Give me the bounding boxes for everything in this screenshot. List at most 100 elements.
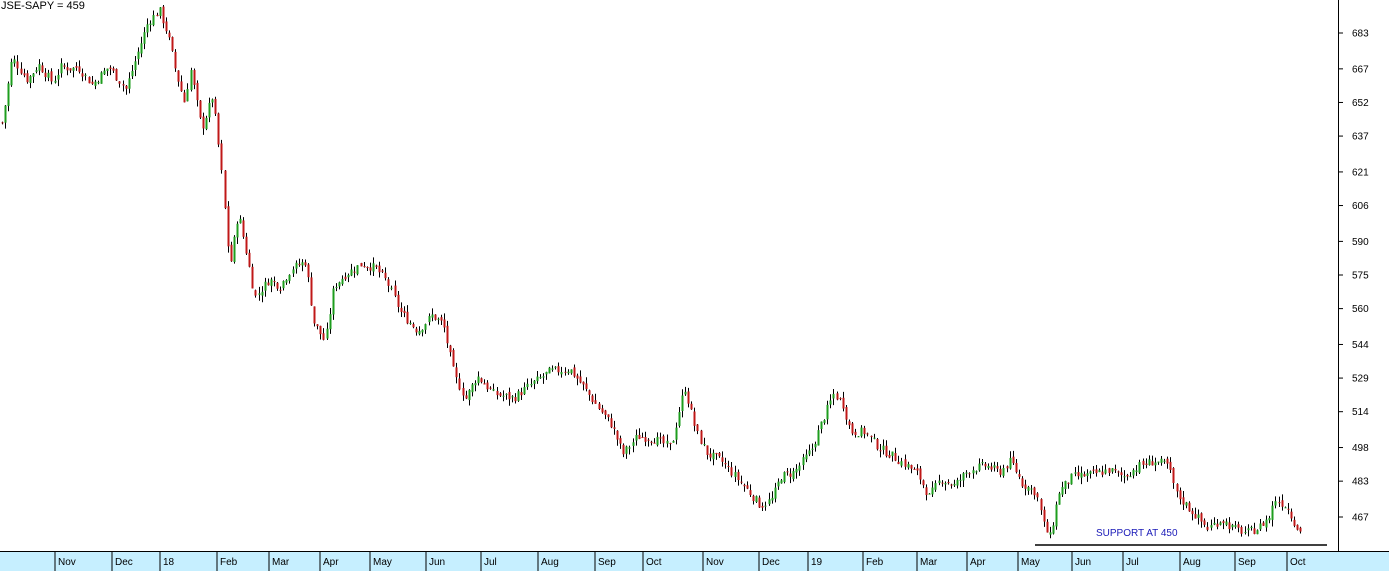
candle-body <box>823 420 826 423</box>
candle-body <box>29 76 32 83</box>
x-tick-label: Sep <box>598 557 616 568</box>
candle-body <box>582 381 585 385</box>
candle <box>1203 518 1206 528</box>
candle <box>761 502 764 512</box>
candle-body <box>1117 471 1120 473</box>
candle <box>344 272 347 281</box>
candle <box>653 438 656 444</box>
candle-body <box>523 387 526 395</box>
candle <box>539 374 542 379</box>
candle-body <box>761 505 764 508</box>
candle <box>530 378 533 388</box>
candle-body <box>1176 483 1179 492</box>
candle-body <box>295 262 298 269</box>
candle-body <box>1299 527 1302 532</box>
candle-body <box>628 447 631 449</box>
candle <box>258 286 261 301</box>
candle-body <box>1222 521 1225 524</box>
candle-body <box>1055 504 1058 527</box>
candle-body <box>690 403 693 410</box>
candle-body <box>706 445 709 455</box>
candle-body <box>987 465 990 469</box>
candle <box>610 413 613 429</box>
candle-body <box>1293 519 1296 526</box>
candle-body <box>579 376 582 383</box>
candle <box>270 277 273 293</box>
candle-body <box>545 371 548 375</box>
candle <box>369 262 372 276</box>
candle <box>968 472 971 478</box>
x-tick-label: Dec <box>762 557 780 568</box>
candle-body <box>171 37 174 51</box>
candle <box>755 495 758 504</box>
candle <box>700 429 703 445</box>
candle <box>81 68 84 82</box>
candle-body <box>165 21 168 32</box>
candle <box>768 492 771 506</box>
candle <box>1219 521 1222 526</box>
candle-body <box>913 468 916 470</box>
candle-body <box>687 391 690 404</box>
candle-body <box>693 411 696 426</box>
candle-body <box>860 427 863 437</box>
candle <box>316 324 319 330</box>
candle <box>560 366 563 378</box>
candle-body <box>758 497 761 508</box>
candle-body <box>984 463 987 467</box>
candle <box>7 81 10 112</box>
candle <box>666 434 669 448</box>
candle-body <box>1234 525 1237 527</box>
candle-body <box>857 436 860 438</box>
candle <box>647 438 650 447</box>
candle-body <box>26 73 29 83</box>
candle-body <box>378 265 381 273</box>
y-tick-label: 544 <box>1352 340 1369 351</box>
candle-body <box>486 382 489 390</box>
candle <box>1179 487 1182 505</box>
candle <box>112 66 115 74</box>
candle-body <box>1244 531 1247 533</box>
candle <box>443 313 446 333</box>
candle-body <box>1083 474 1086 477</box>
candle <box>63 63 66 70</box>
candle <box>965 470 968 478</box>
candle <box>378 261 381 278</box>
candle-body <box>956 480 959 486</box>
candle-body <box>415 328 418 333</box>
candle-body <box>353 271 356 273</box>
candle-body <box>863 427 866 435</box>
y-tick-label: 467 <box>1352 513 1369 524</box>
candle-body <box>1274 501 1277 506</box>
candle <box>254 289 257 298</box>
candle <box>564 367 567 376</box>
candle-body <box>220 143 223 171</box>
candle-body <box>931 487 934 495</box>
candle-body <box>752 495 755 502</box>
candle <box>829 394 832 409</box>
candle <box>1101 465 1104 478</box>
candle <box>1089 470 1092 479</box>
candle-body <box>1278 502 1281 504</box>
candle <box>279 286 282 294</box>
candle-body <box>304 262 307 266</box>
candle-body <box>520 392 523 396</box>
candle <box>573 364 576 378</box>
candle <box>1216 519 1219 530</box>
candle <box>814 441 817 452</box>
candle <box>390 285 393 291</box>
candle-body <box>211 99 214 103</box>
y-tick-label: 514 <box>1352 407 1369 418</box>
candle <box>672 440 675 443</box>
candle-body <box>681 395 684 411</box>
candle-body <box>604 410 607 415</box>
candle <box>526 378 529 390</box>
candle <box>474 380 477 392</box>
candlestick-series <box>1 5 1302 539</box>
y-tick-label: 529 <box>1352 374 1369 385</box>
candle-body <box>666 440 669 444</box>
candle-body <box>783 472 786 482</box>
candle-body <box>672 440 675 443</box>
candle-body <box>224 170 227 209</box>
candle-body <box>632 442 635 446</box>
candle <box>236 221 239 245</box>
